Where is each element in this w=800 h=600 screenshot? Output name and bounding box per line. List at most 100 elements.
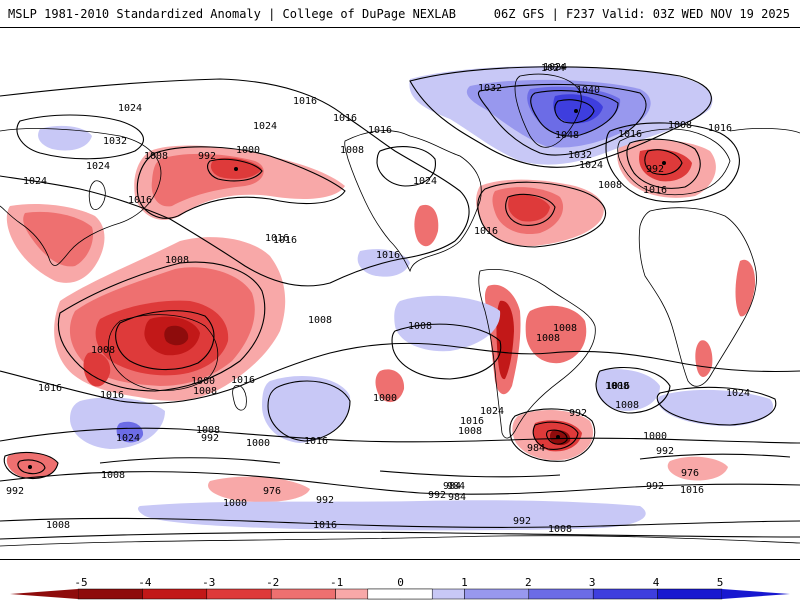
isobar-label: 1008: [165, 255, 189, 266]
isobar-1000-southern-ocean: [0, 427, 800, 444]
isobar-label: 992: [513, 516, 531, 527]
isobar-label: 1008: [340, 145, 364, 156]
legend-box-pos5: [657, 588, 723, 600]
isobar-1008-south-pacific: [57, 261, 266, 392]
legend-box-neg4: [142, 588, 208, 600]
isobar-1016-south-pacific-east: [391, 323, 502, 380]
isobar-label: 1008: [605, 381, 629, 392]
low-center-southern-ocean: [28, 465, 32, 469]
isobar-label: 1024: [543, 62, 567, 73]
legend-tick-label: -1: [329, 576, 344, 589]
legend-arrow-left: [10, 589, 78, 599]
anomaly-area-antarctic-band: [137, 500, 646, 531]
isobar-label: 1024: [23, 176, 47, 187]
isobar-label: 1008: [668, 120, 692, 131]
isobar-1016-northern-hem: [0, 78, 470, 287]
isobar-label: 1016: [304, 436, 328, 447]
isobar-1008-europe: [626, 138, 701, 189]
isobar-label: 1024: [541, 63, 565, 74]
isobar-label: 1040: [576, 85, 600, 96]
legend-box-pos3: [528, 588, 594, 600]
isobar-label: 992: [198, 151, 216, 162]
anomaly-area-southern-pacific-core: [116, 421, 144, 443]
isobar-label: 1016: [333, 113, 357, 124]
coastline-australia: [108, 314, 219, 391]
isobar-label: 1032: [103, 136, 127, 147]
anomaly-area-north-atlantic-inner: [508, 194, 550, 222]
isobar-1048-greenland: [554, 99, 595, 124]
legend-tick-label: 0: [397, 576, 404, 589]
isobar-label: 1016: [231, 375, 255, 386]
anomaly-area-south-pacific-blue: [394, 295, 501, 352]
isobar-label: 1016: [680, 485, 704, 496]
isobar-label: 1008: [548, 524, 572, 535]
isobar-label: 1016: [38, 383, 62, 394]
isobar-1008-southern-low-west: [3, 451, 59, 480]
map-title: MSLP 1981-2010 Standardized Anomaly | Co…: [8, 7, 456, 21]
isobar-label: 1024: [413, 176, 437, 187]
legend-tick-label: 3: [588, 576, 596, 589]
isobar-label: 1024: [480, 406, 504, 417]
coastline-asia: [0, 128, 800, 266]
legend-tick-label: 4: [652, 576, 660, 589]
isobar-label: 976: [263, 486, 281, 497]
isobar-1000-atlantic: [505, 193, 556, 226]
coastline-north-america: [344, 130, 482, 273]
anomaly-area-brazil: [525, 305, 587, 364]
anomaly-area-east-asia-core: [23, 211, 94, 267]
anomaly-area-north-pacific-blue: [38, 125, 92, 151]
isobar-label: 1000: [373, 393, 397, 404]
isobar-992-southern-ocean: [0, 471, 800, 495]
isobar-label: 1016: [273, 235, 297, 246]
anomaly-area-south-pacific-small: [375, 369, 405, 403]
isobar-992-southern-low-west: [17, 459, 46, 475]
isobar-label: 1024: [726, 388, 750, 399]
isobar-label: 1016: [368, 125, 392, 136]
isobar-label: 1008: [46, 520, 70, 531]
isobar-label: 1016: [643, 185, 667, 196]
low-center-south-atlantic: [556, 435, 560, 439]
isobar-label: 1016: [100, 390, 124, 401]
isobar-1024-south-pacific: [267, 380, 351, 442]
anomaly-area-south-atlantic-blue: [595, 369, 660, 411]
anomaly-area-southern-indian: [667, 456, 728, 481]
isobar-label: 1024: [116, 433, 140, 444]
isobar-label: 992: [646, 481, 664, 492]
anomaly-area-andes-core: [496, 300, 514, 380]
isobar-label: 992: [6, 486, 24, 497]
isobar-label: 1008: [144, 151, 168, 162]
legend-arrow-right: [722, 589, 790, 599]
anomaly-area-us-west: [414, 204, 439, 247]
isobar-label: 1008: [196, 425, 220, 436]
isobar-1040-greenland: [530, 90, 619, 137]
isobar-1008-atlantic: [477, 181, 607, 248]
isobar-label: 1000: [191, 376, 215, 387]
legend-tick-label: -3: [202, 576, 216, 589]
isobar-984-southern-ocean: [99, 453, 791, 478]
coastlines: [0, 73, 800, 547]
isobar-label: 1024: [253, 121, 277, 132]
anomaly-map: 1024 1016 1016 1024 1032 1024 1008 992 1000 1016 1…: [0, 62, 800, 547]
anomaly-area-madagascar: [695, 340, 713, 377]
isobar-label: 992: [656, 446, 674, 457]
isobars: [0, 66, 800, 540]
legend-box-neg2: [270, 588, 336, 600]
legend-tick-label: 5: [716, 576, 724, 589]
isobar-1008-southern-ocean: [0, 517, 800, 528]
isobar-label: 1016: [618, 129, 642, 140]
legend-tick-label: 1: [461, 576, 468, 589]
isobar-label: 1032: [478, 83, 502, 94]
isobar-label: 1016: [293, 96, 317, 107]
isobar-label: 1024: [86, 161, 110, 172]
isobar-label: 1000: [223, 498, 247, 509]
isobar-label: 1016: [313, 520, 337, 531]
pressure-centers: [28, 109, 666, 469]
isobar-label: 1024: [118, 103, 142, 114]
anomaly-area-south-pacific-high: [262, 376, 351, 443]
isobar-label: 1008: [536, 333, 560, 344]
coastline-japan: [88, 180, 106, 210]
isobar-label: 1008: [308, 315, 332, 326]
isobar-label: 1008: [553, 323, 577, 334]
isobar-label: 1008: [615, 400, 639, 411]
legend-box-pos4: [592, 588, 658, 600]
